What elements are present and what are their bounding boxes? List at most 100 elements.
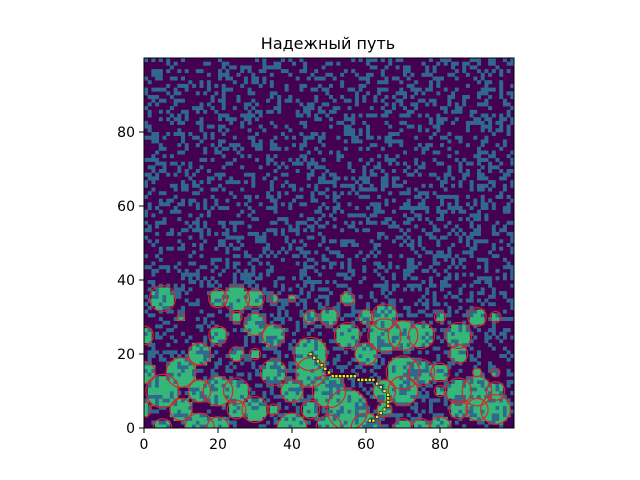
safe-cell	[184, 379, 189, 384]
obstacle-cell	[310, 228, 315, 233]
safe-cell	[306, 383, 311, 388]
obstacle-cell	[510, 246, 514, 251]
obstacle-cell	[203, 61, 208, 66]
safe-cell	[214, 302, 219, 307]
obstacle-cell	[343, 272, 348, 277]
safe-cell	[240, 350, 245, 355]
obstacle-cell	[262, 394, 267, 399]
obstacle-cell	[480, 150, 485, 155]
x-axis: 0 20 40 60 80	[140, 428, 449, 453]
obstacle-cell	[502, 272, 507, 277]
obstacle-cell	[399, 191, 404, 196]
obstacle-cell	[317, 150, 322, 155]
obstacle-cell	[151, 69, 156, 74]
obstacle-cell	[488, 169, 493, 173]
safe-cell	[247, 409, 252, 414]
obstacle-cell	[488, 283, 493, 288]
obstacle-cell	[255, 117, 259, 122]
obstacle-cell	[421, 72, 426, 77]
safe-cell	[495, 394, 500, 399]
obstacle-cell	[221, 65, 226, 70]
safe-zone-circle	[407, 358, 436, 387]
obstacle-cell	[502, 309, 507, 314]
obstacle-cell	[317, 117, 322, 122]
obstacle-cell	[269, 265, 274, 270]
obstacle-cell	[458, 135, 463, 140]
obstacle-cell	[277, 95, 282, 99]
obstacle-cell	[510, 235, 514, 240]
obstacle-cell	[347, 239, 352, 244]
obstacle-cell	[240, 146, 245, 151]
obstacle-cell	[325, 298, 330, 303]
safe-cell	[188, 391, 193, 395]
y-tick-label: 40	[117, 273, 135, 289]
safe-cell	[269, 361, 274, 366]
obstacle-cell	[199, 235, 204, 240]
safe-cell	[169, 298, 174, 303]
safe-cell	[347, 405, 352, 410]
safe-cell	[317, 346, 322, 351]
obstacle-cell	[510, 58, 514, 62]
safe-cell	[488, 402, 493, 407]
safe-cell	[332, 424, 337, 428]
obstacle-cell	[321, 87, 326, 92]
obstacle-cell	[284, 87, 289, 92]
obstacle-cell	[377, 161, 382, 166]
obstacle-cell	[377, 80, 382, 85]
obstacle-cell	[428, 383, 433, 388]
obstacle-cell	[280, 283, 285, 288]
safe-cell	[469, 309, 474, 314]
safe-cell	[218, 391, 222, 395]
obstacle-cell	[358, 176, 363, 181]
obstacle-cell	[255, 146, 259, 151]
obstacle-cell	[462, 95, 467, 99]
obstacle-cell	[369, 394, 374, 399]
obstacle-cell	[510, 379, 514, 384]
obstacle-cell	[229, 220, 234, 225]
obstacle-cell	[147, 165, 152, 170]
obstacle-cell	[432, 254, 437, 259]
obstacle-cell	[373, 254, 378, 259]
obstacle-cell	[192, 106, 197, 111]
safe-cell	[491, 368, 496, 373]
safe-cell	[354, 394, 359, 399]
obstacle-cell	[206, 283, 211, 288]
safe-cell	[491, 387, 496, 392]
obstacle-cell	[343, 113, 348, 118]
obstacle-cell	[299, 187, 304, 192]
safe-cell	[329, 320, 333, 325]
safe-cell	[225, 291, 230, 296]
obstacle-cell	[269, 187, 274, 192]
obstacle-cell	[410, 124, 415, 129]
obstacle-cell	[391, 139, 396, 144]
obstacle-cell	[491, 206, 496, 210]
obstacle-cell	[403, 180, 407, 185]
safe-cell	[377, 320, 382, 325]
safe-cell	[388, 365, 393, 370]
safe-cell	[480, 387, 485, 392]
safe-cell	[192, 383, 197, 388]
safe-cell	[177, 379, 182, 384]
obstacle-cell	[236, 180, 241, 185]
obstacle-cell	[225, 235, 230, 240]
safe-cell	[458, 350, 463, 355]
safe-cell	[477, 320, 481, 325]
obstacle-cell	[273, 135, 278, 140]
safe-cell	[299, 387, 304, 392]
safe-cell	[314, 413, 319, 418]
obstacle-cell	[188, 254, 193, 259]
obstacle-cell	[210, 268, 215, 273]
obstacle-cell	[273, 176, 278, 181]
safe-cell	[391, 376, 396, 381]
obstacle-cell	[499, 239, 504, 244]
safe-zone-circle	[222, 377, 251, 405]
safe-cell	[184, 361, 189, 366]
safe-cell	[162, 398, 167, 403]
safe-cell	[362, 313, 367, 318]
obstacle-cell	[181, 243, 185, 247]
safe-cell	[203, 416, 208, 421]
obstacle-cell	[155, 172, 160, 177]
safe-cell	[255, 313, 259, 318]
obstacle-cell	[306, 265, 311, 270]
safe-cell	[403, 342, 407, 347]
